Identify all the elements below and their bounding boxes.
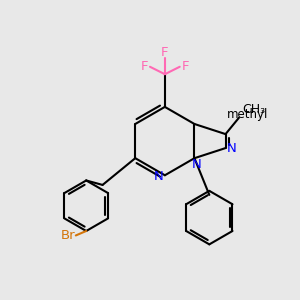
Text: Br: Br [61, 229, 75, 242]
Text: F: F [181, 60, 189, 73]
Text: N: N [192, 158, 202, 171]
Text: methyl: methyl [226, 108, 268, 121]
Text: N: N [227, 142, 237, 154]
Text: F: F [161, 46, 169, 59]
Text: CH₃: CH₃ [242, 103, 265, 116]
Text: N: N [153, 170, 163, 183]
Text: F: F [141, 60, 148, 73]
